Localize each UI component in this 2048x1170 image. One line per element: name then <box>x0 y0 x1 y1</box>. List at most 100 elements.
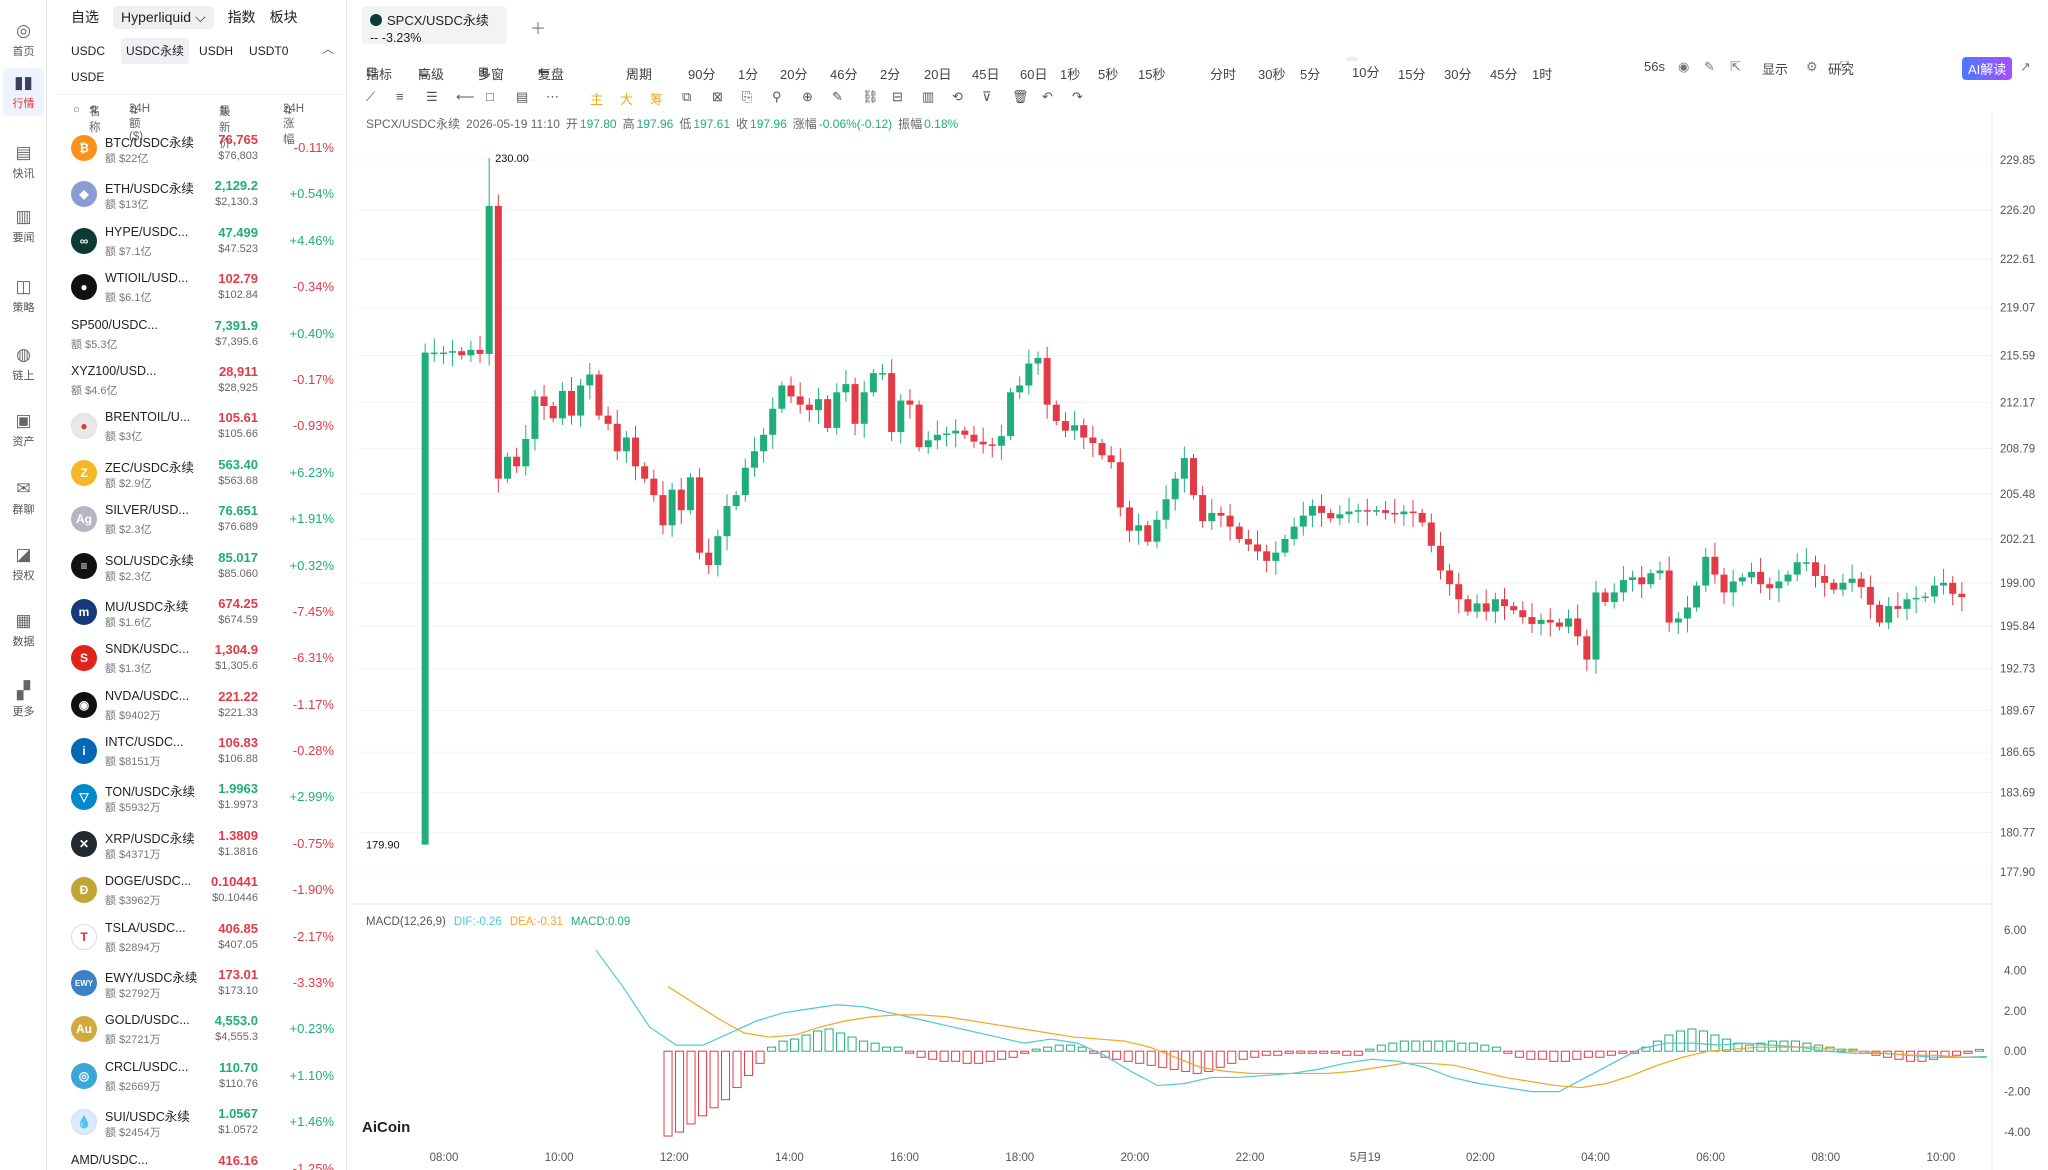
tab-index[interactable]: 指数 <box>227 9 256 25</box>
overlay-toggle-1[interactable]: 大 <box>620 92 634 107</box>
chart-tool-icon[interactable]: ⧉ <box>682 89 692 104</box>
header-change[interactable]: 24H涨幅 ⇅ <box>283 102 305 146</box>
chart-tool-icon[interactable]: ⊟ <box>892 89 903 104</box>
subtab-usdt0[interactable]: USDT0 <box>249 44 289 58</box>
nav-auth[interactable]: ◪ 授权 <box>3 540 44 588</box>
share-icon[interactable]: ⇱ <box>1730 59 1741 74</box>
nav-more[interactable]: ▞ 更多 <box>3 676 44 724</box>
coin-icon: ● <box>71 413 97 440</box>
nav-data[interactable]: ▦ 数据 <box>3 606 44 654</box>
macd-bar <box>1066 1044 1076 1052</box>
list-item[interactable]: S SNDK/USDC... 额 $1.3亿 1,304.9 $1,305.6 -6.31… <box>57 634 346 680</box>
draw-tool-icon[interactable]: ▤ <box>516 89 529 104</box>
settings-icon[interactable]: ⚙ <box>1806 59 1818 74</box>
symbol-tab[interactable]: SPCX/USDC永续 -- -3.23% <box>362 6 507 45</box>
tab-favorites[interactable]: 自选 <box>71 9 99 25</box>
list-item[interactable]: SP500/USDC... 额 $5.3亿 7,391.9 $7,395.6 +0.40… <box>57 310 346 356</box>
list-item[interactable]: ◆ ETH/USDC永续额 $13亿 2,129.2 $2,130.3 +0.54% <box>57 170 346 216</box>
nav-market[interactable]: ▮▮ 行情 <box>3 68 44 116</box>
chevron-down-icon: ⌵ <box>194 8 206 25</box>
header-volume[interactable]: 24H额($) ⇅ <box>129 102 151 143</box>
chart-tool-icon[interactable]: ⟲ <box>952 89 963 104</box>
list-item[interactable]: 💧 SUI/USDC永续额 $2454万 1.0567 $1.0572 +1.46% <box>57 1098 346 1144</box>
time-tick: 5月19 <box>1350 1152 1381 1164</box>
tab-sectors[interactable]: 板块 <box>269 9 298 25</box>
chart-tool-icon[interactable]: 🗑 <box>1012 89 1029 104</box>
nav-news[interactable]: ▥ 要闻 <box>3 202 44 250</box>
candle-body <box>1098 443 1106 456</box>
list-item[interactable]: Ð DOGE/USDC... 额 $3962万 0.10441 $0.10446 -1.9… <box>57 866 346 912</box>
list-item[interactable]: ∞ HYPE/USDC... 额 $7.1亿 47.499 $47.523 +4.46% <box>57 217 346 263</box>
chart-tool-icon[interactable]: ⊕ <box>802 89 813 104</box>
subtab-usde[interactable]: USDE <box>71 70 105 84</box>
coin-volume: 额 $6.1亿 <box>105 292 152 305</box>
candle-body <box>449 351 457 353</box>
add-tab-icon[interactable]: ＋ <box>530 21 547 38</box>
draw-tool-icon[interactable]: ☰ <box>426 89 438 104</box>
camera-icon[interactable]: ◉ <box>1678 59 1690 74</box>
coin-usd-price: $2,130.3 <box>215 196 258 209</box>
list-item[interactable]: m MU/USDC永续额 $1.6亿 674.25 $674.59 -7.45% <box>57 588 346 634</box>
list-item[interactable]: ▽ TON/USDC永续额 $5932万 1.9963 $1.9973 +2.99% <box>57 773 346 819</box>
fullscreen-icon[interactable]: ⛶ <box>1840 59 1850 74</box>
collapse-icon[interactable]: ︿ <box>321 42 334 56</box>
list-item[interactable]: EWY EWY/USDC永续额 $2792万 173.01 $173.10 -3.33% <box>57 959 346 1005</box>
list-item[interactable]: T TSLA/USDC... 额 $2894万 406.85 $407.05 -2.17% <box>57 913 346 959</box>
trend-icon[interactable]: ↗ <box>2020 59 2031 74</box>
chart-tool-icon[interactable]: ⚲ <box>772 89 782 104</box>
time-tick: 16:00 <box>890 1152 919 1164</box>
chart-tool-icon[interactable]: ✎ <box>832 89 843 104</box>
list-item[interactable]: ● BRENTOIL/U... 额 $3亿 105.61 $105.66 -0.93% <box>57 402 346 448</box>
candle-body <box>1912 597 1920 600</box>
list-item[interactable]: XYZ100/USD... 额 $4.6亿 28,911 $28,925 -0.17% <box>57 356 346 402</box>
list-item[interactable]: ✕ XRP/USDC永续额 $4371万 1.3809 $1.3816 -0.75% <box>57 820 346 866</box>
list-item[interactable]: ◉ NVDA/USDC... 额 $9402万 221.22 $221.33 -1.17% <box>57 681 346 727</box>
header-name[interactable]: 名称 ⇅ <box>89 104 101 134</box>
countdown-timer[interactable]: 56s <box>1644 59 1665 74</box>
header-price[interactable]: 最新价 ⇅ <box>219 104 231 150</box>
ai-analysis-button[interactable]: AI解读 <box>1962 57 2013 80</box>
overlay-toggle-0[interactable]: 主 <box>590 92 604 107</box>
draw-tool-icon[interactable]: ⟋ <box>366 89 376 104</box>
price-chart[interactable]: SPCX/USDC永续 2026-05-19 11:10 开 197.80 高 197.9… <box>352 112 2048 1170</box>
list-item[interactable]: AMD/USDC... 416.16 -1.25% <box>57 1145 346 1170</box>
list-item[interactable]: ₿ BTC/USDC永续额 $22亿 76,765 $76,803 -0.11% <box>57 124 346 170</box>
list-item[interactable]: Z ZEC/USDC永续额 $2.9亿 563.40 $563.68 +6.23% <box>57 449 346 495</box>
tab-hyperliquid[interactable]: Hyperliquid ⌵ <box>113 5 214 29</box>
list-item[interactable]: Au GOLD/USDC... 额 $2721万 4,553.0 $4,555.3 +0.… <box>57 1005 346 1051</box>
toolbar-item-19[interactable]: 10分 <box>1346 57 1379 80</box>
candle-body <box>1720 574 1728 593</box>
list-item[interactable]: ≡ SOL/USDC永续额 $2.3亿 85.017 $85.060 +0.32% <box>57 542 346 588</box>
draw-tool-icon[interactable]: ⋯ <box>546 89 559 104</box>
nav-home[interactable]: ◎ 首页 <box>3 16 44 64</box>
pen-icon[interactable]: ✎ <box>1704 59 1715 74</box>
chart-tool-icon[interactable]: ⊠ <box>712 89 723 104</box>
nav-wallet[interactable]: ▣ 资产 <box>3 406 44 454</box>
chart-tool-icon[interactable]: ⎘ <box>742 89 753 104</box>
search-icon[interactable]: ○ <box>73 103 80 116</box>
draw-tool-icon[interactable]: ⟵ <box>456 89 475 104</box>
overlay-toggle-2[interactable]: 筹 <box>650 92 664 107</box>
list-item[interactable]: ● WTIOIL/USD... 额 $6.1亿 102.79 $102.84 -0.34% <box>57 263 346 309</box>
nav-flash[interactable]: ▤ 快讯 <box>3 138 44 186</box>
chart-tool-icon[interactable]: ⊽ <box>982 89 992 104</box>
nav-label: 要闻 <box>12 232 35 244</box>
subtab-usdh[interactable]: USDH <box>199 44 234 58</box>
chart-tool-icon[interactable]: ↶ <box>1042 89 1053 104</box>
display-menu[interactable]: 显示 <box>1762 62 1789 77</box>
chart-tool-icon[interactable]: ⛓ <box>862 89 879 104</box>
chart-tool-icon[interactable]: ▥ <box>922 89 935 104</box>
nav-strategy[interactable]: ◫ 策略 <box>3 272 44 320</box>
research-menu[interactable]: 研究 <box>1828 62 1855 77</box>
subtab-usdc[interactable]: USDC <box>71 44 106 58</box>
subtab-usdc-perp[interactable]: USDC永续 <box>121 38 190 64</box>
nav-onchain[interactable]: ◍ 链上 <box>3 340 44 388</box>
list-item[interactable]: Ag SILVER/USD... 额 $2.3亿 76.651 $76.689 +1.91… <box>57 495 346 541</box>
draw-tool-icon[interactable]: □ <box>486 89 494 104</box>
nav-chat[interactable]: ✉ 群聊 <box>3 474 44 522</box>
chart-tool-icon[interactable]: ↷ <box>1072 89 1083 104</box>
list-item[interactable]: ◎ CRCL/USDC... 额 $2669万 110.70 $110.76 +1.10% <box>57 1052 346 1098</box>
toolbar-label: 60日 <box>1020 67 1048 82</box>
draw-tool-icon[interactable]: ≡ <box>396 89 404 104</box>
list-item[interactable]: i INTC/USDC... 额 $8151万 106.83 $106.88 -0.28% <box>57 727 346 773</box>
